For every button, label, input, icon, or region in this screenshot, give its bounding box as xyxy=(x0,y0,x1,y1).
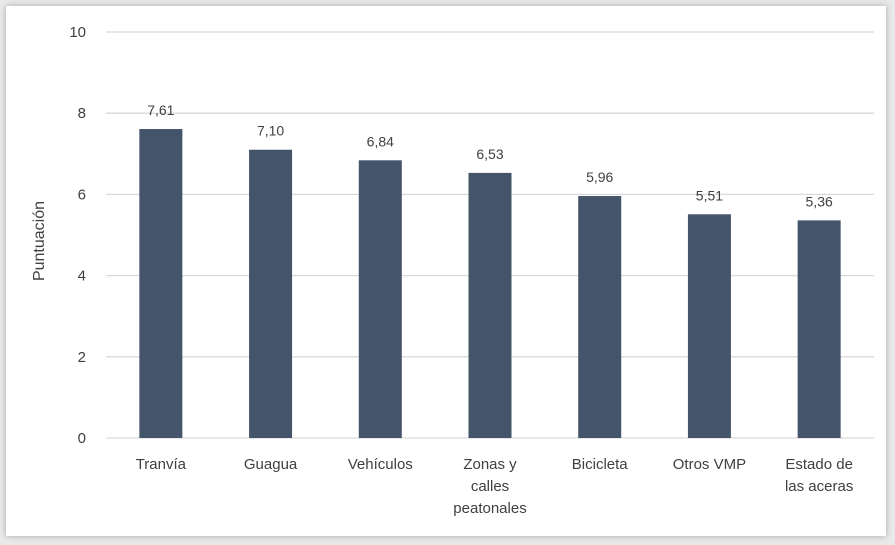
data-label: 7,61 xyxy=(147,102,174,118)
category-label: Guagua xyxy=(244,456,298,473)
category-label-line: las aceras xyxy=(785,478,853,495)
y-tick-label: 8 xyxy=(78,105,86,122)
chart-frame: 0 2 4 6 8 10 7,61 7,10 6,84 6,53 5,96 5,51 5,36 Tra… xyxy=(6,6,886,536)
data-labels: 7,61 7,10 6,84 6,53 5,96 5,51 5,36 xyxy=(147,102,833,209)
category-label: Otros VMP xyxy=(673,456,746,473)
data-label: 5,96 xyxy=(586,169,613,185)
bar xyxy=(358,160,402,438)
category-label: Estado de las aceras xyxy=(785,456,853,495)
bar xyxy=(687,214,731,438)
category-label-line: Vehículos xyxy=(348,456,413,473)
category-label-line: Bicicleta xyxy=(572,456,629,473)
y-tick-label: 6 xyxy=(78,186,86,203)
category-label: Zonas y calles peatonales xyxy=(453,456,526,517)
y-axis-label: Puntuación xyxy=(31,201,48,281)
data-label: 6,53 xyxy=(476,146,503,162)
category-label: Vehículos xyxy=(348,456,413,473)
category-label-line: Tranvía xyxy=(136,456,187,473)
category-labels: Tranvía Guagua Vehículos Zonas y calles peato… xyxy=(136,456,854,517)
bar xyxy=(578,196,622,438)
data-label: 5,36 xyxy=(806,193,833,209)
y-tick-label: 0 xyxy=(78,430,86,447)
category-label-line: Zonas y xyxy=(463,456,517,473)
data-label: 6,84 xyxy=(367,133,394,149)
category-label-line: Otros VMP xyxy=(673,456,746,473)
y-axis-ticks: 0 2 4 6 8 10 xyxy=(69,24,86,447)
bar xyxy=(468,172,512,438)
bar xyxy=(249,149,293,439)
y-tick-label: 2 xyxy=(78,349,86,366)
category-label-line: calles xyxy=(471,478,509,495)
data-label: 5,51 xyxy=(696,187,723,203)
category-label: Tranvía xyxy=(136,456,187,473)
bars xyxy=(139,129,841,439)
category-label-line: Estado de xyxy=(785,456,853,473)
bar-chart: 0 2 4 6 8 10 7,61 7,10 6,84 6,53 5,96 5,51 5,36 Tra… xyxy=(31,24,874,517)
y-tick-label: 10 xyxy=(69,24,86,41)
y-tick-label: 4 xyxy=(78,268,86,285)
category-label-line: peatonales xyxy=(453,500,526,517)
bar xyxy=(797,220,841,438)
category-label: Bicicleta xyxy=(572,456,629,473)
data-label: 7,10 xyxy=(257,123,284,139)
bar xyxy=(139,129,183,438)
category-label-line: Guagua xyxy=(244,456,298,473)
